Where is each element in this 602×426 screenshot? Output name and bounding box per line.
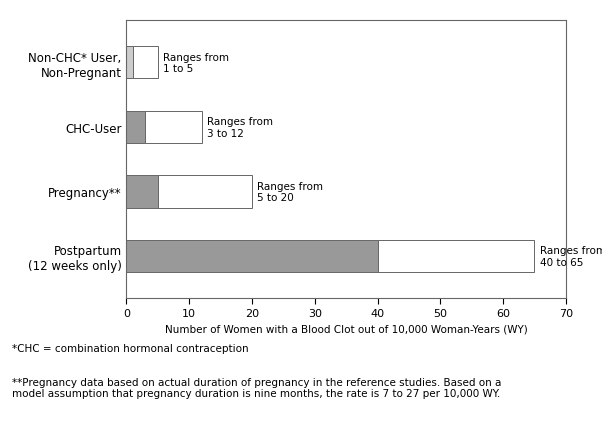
Text: *CHC = combination hormonal contraception: *CHC = combination hormonal contraceptio…	[12, 343, 249, 353]
Bar	[377, 240, 535, 273]
Bar	[145, 112, 202, 144]
Text: Ranges from
5 to 20: Ranges from 5 to 20	[257, 181, 323, 203]
Bar	[132, 47, 158, 79]
X-axis label: Number of Women with a Blood Clot out of 10,000 Woman-Years (WY): Number of Women with a Blood Clot out of…	[165, 324, 527, 334]
Text: **Pregnancy data based on actual duration of pregnancy in the reference studies.: **Pregnancy data based on actual duratio…	[12, 377, 501, 399]
Bar	[126, 112, 145, 144]
Bar	[126, 47, 132, 79]
Bar	[158, 176, 252, 208]
Bar	[126, 240, 377, 273]
Bar	[126, 176, 158, 208]
Text: Ranges from
40 to 65: Ranges from 40 to 65	[539, 245, 602, 267]
Text: Ranges from
3 to 12: Ranges from 3 to 12	[206, 117, 273, 138]
Text: Ranges from
1 to 5: Ranges from 1 to 5	[163, 52, 229, 74]
